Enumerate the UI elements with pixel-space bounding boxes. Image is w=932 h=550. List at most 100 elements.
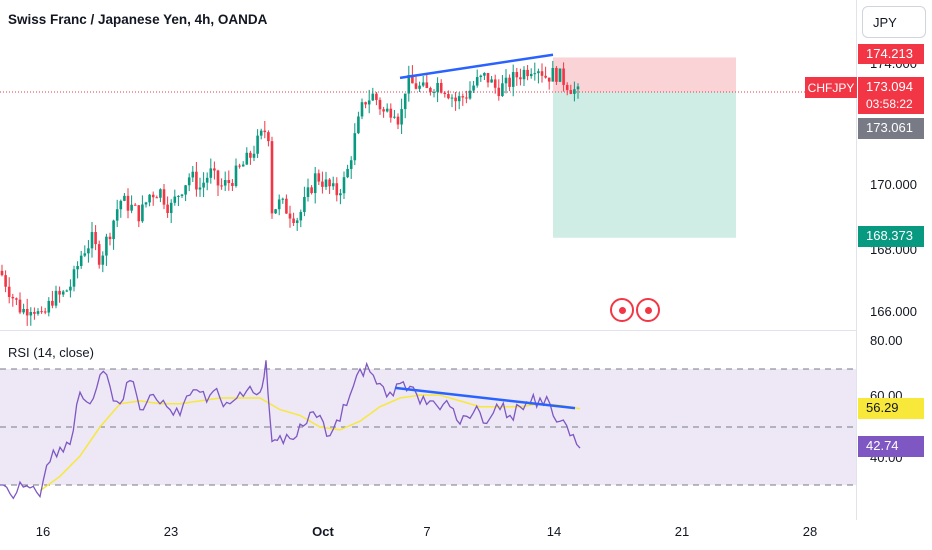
candle-body [562,68,565,85]
candle-body [515,72,519,78]
candle-body [7,286,11,297]
rsi-pane[interactable] [0,0,856,520]
candle-body [195,171,198,190]
candle-body [277,199,281,210]
candle-body [443,92,447,95]
candle-body [522,69,526,80]
candle-body [357,116,360,134]
candle-body [436,82,439,92]
candle-body [216,170,220,186]
candle-body [40,311,43,313]
candle-body [537,71,540,74]
candle-body [144,202,148,205]
time-label-oct: Oct [312,524,334,539]
candle-body [205,177,209,183]
candle-body [231,183,234,186]
candle-body [25,308,29,316]
candle-body [270,141,274,214]
candle-body [540,71,544,76]
candle-body [252,153,256,158]
candle-body [475,77,479,86]
candle-body [461,96,465,98]
candle-body [126,195,130,211]
candle-body [0,270,4,276]
candle-body [425,82,429,88]
candle-body [321,181,324,187]
candle-body [483,72,486,76]
candle-body [119,200,123,210]
candle-body [396,116,400,125]
candle-body [115,209,119,221]
candle-body [529,73,533,77]
candle-body [11,296,15,299]
time-label-28: 28 [802,524,818,539]
candle-body [421,82,425,86]
candle-body [465,97,468,99]
price-pane[interactable] [0,0,856,330]
candle-body [310,187,313,194]
candle-body [393,116,396,118]
candle-body [281,198,285,200]
stop-loss-zone [553,57,736,92]
candle-body [533,73,537,75]
candle-body [198,187,202,190]
candle-body [331,183,335,187]
economic-event-icon[interactable] [636,298,660,322]
candle-body [385,108,389,112]
candle-body [389,108,393,118]
currency-selector[interactable]: JPY [862,6,926,38]
candle-body [547,77,551,82]
countdown-tag: 03:58:22 [858,96,924,114]
candle-body [497,87,501,97]
candle-body [299,212,303,221]
candle-body [486,72,490,83]
candle-body [177,195,180,197]
candle-body [29,312,33,316]
candle-body [346,168,349,178]
candle-body [220,185,223,187]
candle-body [468,90,472,99]
rsi-indicator-title[interactable]: RSI (14, close) [8,345,94,360]
candle-body [245,152,249,165]
candle-body [162,189,166,205]
rsi-line [0,360,581,500]
candle-body [151,194,155,198]
pane-separator[interactable] [0,330,856,331]
candle-body [159,189,162,198]
time-label-16: 16 [35,524,51,539]
time-label-21: 21 [674,524,690,539]
candle-body [141,204,144,222]
candle-body [234,165,238,186]
candle-body [69,286,72,291]
symbol-tag: CHFJPY [805,77,857,98]
candle-body [565,84,569,91]
candle-body [324,179,328,187]
candle-body [418,85,421,89]
rsi-ma-value-tag: 56.29 [858,398,924,419]
candle-body [227,180,231,184]
price-axis-separator [856,0,857,520]
candle-body [317,173,321,182]
candle-body [72,269,76,287]
candle-body [454,97,457,102]
rsi-tick-80: 80.00 [870,333,903,348]
candle-body [51,300,54,306]
economic-event-icon[interactable] [610,298,634,322]
candle-body [353,133,357,161]
candle-body [101,255,105,265]
candle-body [36,311,40,314]
candle-body [457,96,461,102]
candle-body [450,97,454,99]
candle-body [90,232,94,249]
candle-body [43,311,47,313]
candle-body [490,79,493,83]
candle-body [544,75,547,78]
candle-body [339,193,342,196]
candle-body [112,220,115,240]
rsi-value-tag: 42.74 [858,436,924,457]
candle-body [83,253,87,256]
candle-body [166,204,169,214]
candle-body [202,182,205,188]
candle-body [511,72,515,87]
